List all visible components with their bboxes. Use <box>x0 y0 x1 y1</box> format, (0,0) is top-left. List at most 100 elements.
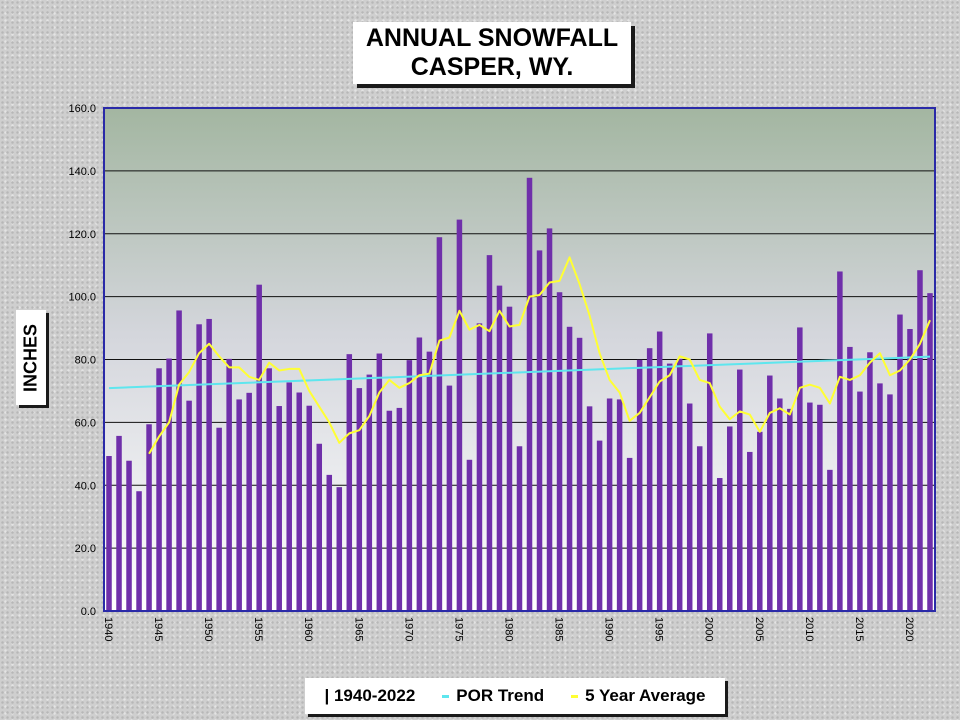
bar <box>807 402 813 611</box>
bar <box>236 399 242 611</box>
bar <box>586 406 593 611</box>
bar <box>676 358 683 611</box>
bar <box>526 177 533 611</box>
bar <box>666 363 673 611</box>
bar <box>747 451 753 611</box>
bar <box>726 426 733 611</box>
bar <box>216 427 222 611</box>
bar <box>817 404 823 611</box>
x-tick-label: 2015 <box>853 617 865 641</box>
x-tick-label: 1990 <box>603 617 615 641</box>
bar <box>927 293 933 611</box>
average-series <box>148 256 931 455</box>
bar <box>877 383 883 611</box>
bar <box>576 337 583 611</box>
y-axis-label: INCHES <box>20 323 41 392</box>
bar <box>366 374 373 611</box>
bar <box>616 399 623 611</box>
x-tick-labels: 1940 1945 1950 1955 1960 1965 1970 1975 1980 1985… <box>102 617 915 641</box>
legend-item-bars: | 1940-2022 <box>325 686 416 706</box>
bar <box>326 474 333 611</box>
bar <box>757 431 763 611</box>
x-tick-label: 2010 <box>803 617 815 641</box>
legend-label-bars: | 1940-2022 <box>324 686 416 705</box>
bar <box>706 333 713 611</box>
legend: | 1940-2022 POR Trend 5 Year Average <box>305 678 725 714</box>
chart-title-line-2: CASPER, WY. <box>410 53 574 81</box>
bar <box>116 435 122 611</box>
x-tick-label: 1940 <box>102 617 114 641</box>
bar <box>486 255 493 611</box>
bar <box>156 368 162 611</box>
chart-title: ANNUAL SNOWFALL CASPER, WY. <box>353 22 631 84</box>
y-tick-label: 160.0 <box>68 103 96 115</box>
bar <box>436 237 443 611</box>
bar <box>446 385 453 611</box>
bar <box>636 359 643 611</box>
legend-label-average: 5 Year Average <box>585 686 706 705</box>
bar <box>917 270 923 611</box>
bar <box>837 271 843 611</box>
y-tick-label: 20.0 <box>75 543 96 555</box>
bar <box>306 405 313 611</box>
trend-line <box>108 355 931 390</box>
bar <box>516 446 523 611</box>
bar <box>827 469 833 611</box>
bar <box>716 478 723 611</box>
bar <box>737 369 743 611</box>
y-tick-label: 120.0 <box>68 229 96 241</box>
bar <box>787 408 793 611</box>
y-tick-label: 140.0 <box>68 166 96 178</box>
bar <box>867 352 873 611</box>
y-axis-label-box: INCHES <box>16 310 46 405</box>
bar <box>126 460 132 611</box>
bar <box>897 314 903 611</box>
plot-frame <box>103 107 936 612</box>
legend-swatch-average <box>571 694 579 698</box>
y-tick-label: 60.0 <box>75 417 96 429</box>
bar <box>246 392 252 611</box>
bar <box>136 491 142 611</box>
bar <box>346 354 353 611</box>
x-tick-label: 2020 <box>903 617 915 641</box>
y-tick-label: 100.0 <box>68 292 96 304</box>
bar <box>376 353 383 611</box>
bar <box>496 285 503 611</box>
bar <box>887 394 893 611</box>
x-tick-label: 1960 <box>302 617 314 641</box>
bar <box>396 407 403 611</box>
y-tick-label: 40.0 <box>75 480 96 492</box>
legend-label-trend: POR Trend <box>456 686 545 705</box>
bar <box>336 487 343 611</box>
legend-swatch-trend <box>442 694 450 698</box>
y-tick-label: 0.0 <box>81 606 96 618</box>
bar <box>256 284 262 611</box>
trend-series <box>108 355 931 390</box>
chart-title-line-1: ANNUAL SNOWFALL <box>365 24 619 52</box>
x-tick-label: 1950 <box>202 617 214 641</box>
bar <box>166 358 172 611</box>
bar <box>656 331 663 611</box>
bar <box>176 310 182 611</box>
bar <box>196 324 202 611</box>
x-tick-label: 1955 <box>252 617 264 641</box>
bar <box>797 327 803 611</box>
bar <box>476 323 483 611</box>
x-tick-label: 2000 <box>703 617 715 641</box>
x-tick-label: 1985 <box>553 617 565 641</box>
bar <box>907 329 913 611</box>
x-tick-label: 1975 <box>452 617 464 641</box>
bar-series <box>106 177 933 612</box>
x-tick-label: 1945 <box>152 617 164 641</box>
bar <box>686 403 693 611</box>
bar <box>286 382 292 611</box>
bar <box>316 443 323 611</box>
bar <box>696 446 703 611</box>
bar <box>556 292 563 611</box>
legend-item-average: 5 Year Average <box>571 686 706 706</box>
x-tick-label: 2005 <box>753 617 765 641</box>
bar <box>206 318 212 611</box>
bar <box>767 375 773 611</box>
x-tick-label: 1965 <box>352 617 364 641</box>
